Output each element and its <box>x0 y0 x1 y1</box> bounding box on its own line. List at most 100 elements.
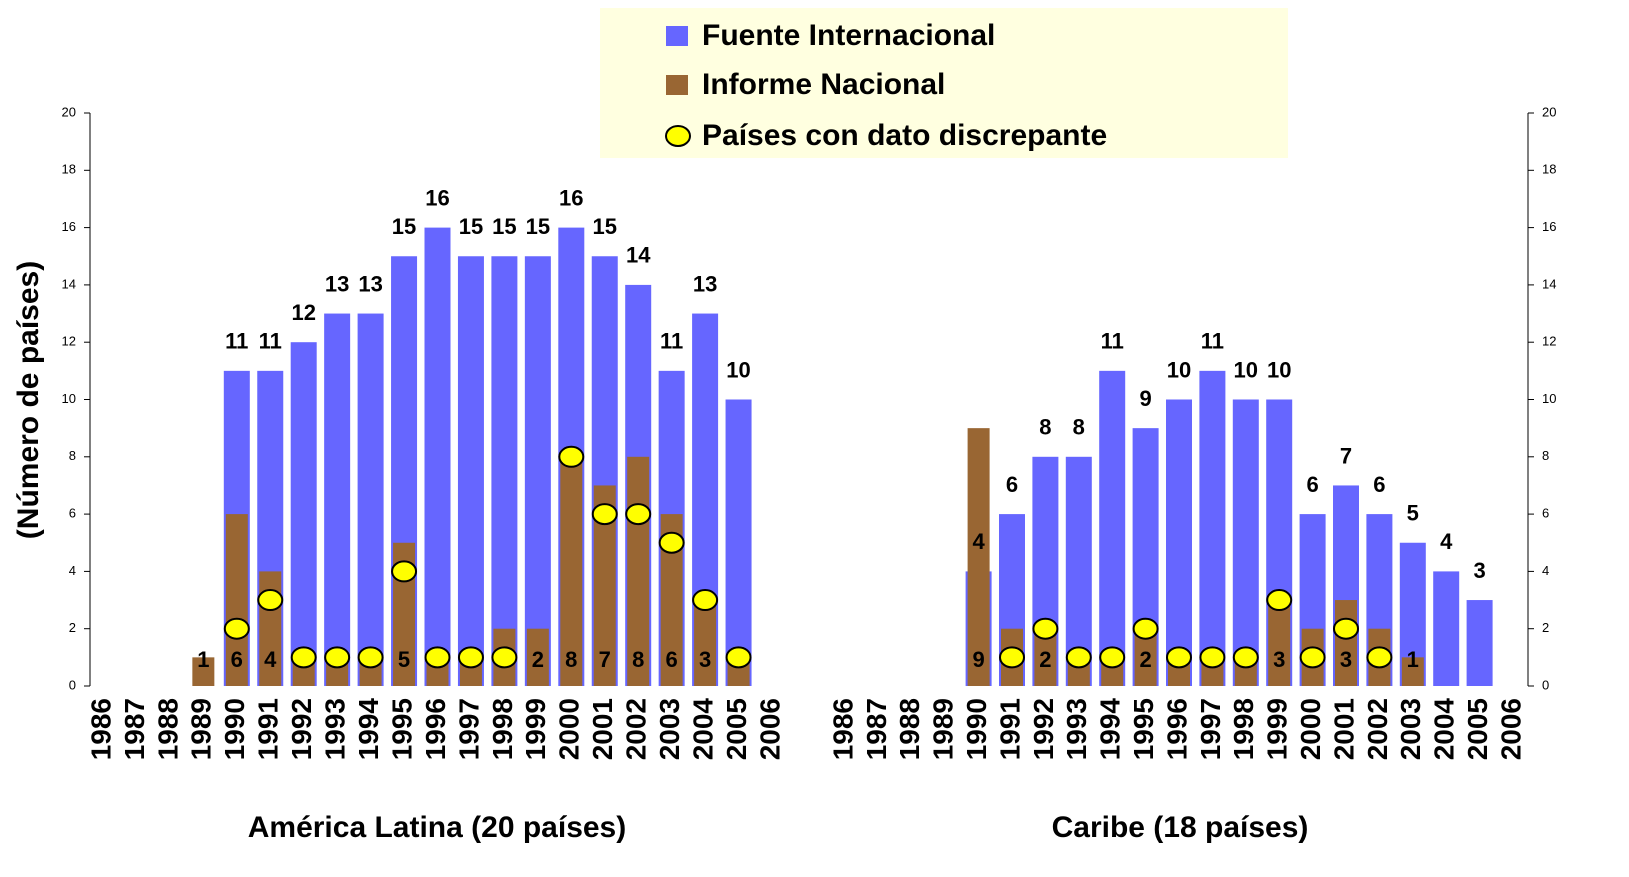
x-tick-label: 2001 <box>587 698 618 760</box>
x-tick-label: 1991 <box>253 698 284 760</box>
y-tick-label: 16 <box>1542 219 1556 234</box>
y-tick-label: 6 <box>1542 506 1549 521</box>
y-tick-label: 8 <box>1542 448 1549 463</box>
value-label: 5 <box>398 647 410 672</box>
x-tick-label: 2004 <box>687 698 718 761</box>
x-tick-label: 2006 <box>754 698 785 760</box>
y-tick-label: 12 <box>62 334 76 349</box>
x-tick-label: 1996 <box>1161 698 1192 760</box>
value-label: 11 <box>660 329 683 354</box>
value-label: 7 <box>1340 443 1352 468</box>
y-tick-label: 10 <box>1542 391 1556 406</box>
value-label: 6 <box>231 647 243 672</box>
value-label: 8 <box>565 647 577 672</box>
y-tick-label: 16 <box>62 219 76 234</box>
value-label: 7 <box>599 647 611 672</box>
marker <box>999 646 1025 669</box>
x-tick-label: 1999 <box>520 698 551 760</box>
x-tick-label: 1999 <box>1262 698 1293 760</box>
value-label: 11 <box>1101 329 1124 354</box>
value-label: 9 <box>1139 386 1151 411</box>
value-label: 9 <box>972 647 984 672</box>
value-label: 10 <box>726 357 750 382</box>
bar <box>694 600 717 686</box>
value-label: 5 <box>1407 501 1419 526</box>
x-tick-label: 1986 <box>85 698 116 760</box>
value-label: 15 <box>392 214 416 239</box>
bar <box>524 256 551 686</box>
value-label: 4 <box>972 529 985 554</box>
x-tick-label: 2005 <box>721 698 752 760</box>
x-tick-label: 1989 <box>928 698 959 760</box>
bar <box>1401 657 1424 686</box>
y-axis-label: (Número de países) <box>12 261 45 539</box>
value-label: 13 <box>358 271 382 296</box>
marker <box>1266 589 1293 612</box>
marker <box>223 617 250 640</box>
value-label: 6 <box>1373 472 1385 497</box>
x-tick-label: 1992 <box>286 698 317 760</box>
y-tick-label: 2 <box>1542 620 1549 635</box>
marker <box>391 560 418 583</box>
y-tick-label: 0 <box>69 677 76 692</box>
marker <box>491 646 518 669</box>
y-tick-label: 20 <box>62 104 76 119</box>
bar <box>1034 628 1057 686</box>
y-tick-label: 6 <box>69 506 76 521</box>
bar <box>1199 370 1226 686</box>
x-tick-label: 1990 <box>961 698 992 760</box>
bar <box>1232 399 1259 686</box>
value-label: 15 <box>593 214 617 239</box>
x-tick-label: 1993 <box>1061 698 1092 760</box>
marker <box>692 589 719 612</box>
value-label: 13 <box>693 271 717 296</box>
bar <box>526 628 549 686</box>
x-tick-label: 1986 <box>827 698 858 760</box>
legend-label: Informe Nacional <box>702 68 945 101</box>
marker <box>625 503 652 526</box>
value-label: 3 <box>1473 558 1485 583</box>
bar <box>1134 628 1157 686</box>
value-label: 8 <box>1039 415 1051 440</box>
legend-swatch <box>666 75 688 95</box>
y-tick-label: 8 <box>69 448 76 463</box>
marker <box>725 646 752 669</box>
value-label: 15 <box>526 214 550 239</box>
value-label: 1 <box>1407 647 1419 672</box>
value-label: 13 <box>325 271 349 296</box>
marker <box>457 646 484 669</box>
y-tick-label: 4 <box>1542 563 1549 578</box>
x-tick-label: 2002 <box>1362 698 1393 760</box>
marker <box>324 646 351 669</box>
bar <box>324 313 351 686</box>
value-label: 16 <box>559 185 583 210</box>
y-tick-label: 14 <box>1542 276 1556 291</box>
y-tick-label: 18 <box>62 162 76 177</box>
value-label: 3 <box>1273 647 1285 672</box>
y-tick-label: 4 <box>69 563 76 578</box>
bar <box>225 514 248 686</box>
x-tick-label: 1995 <box>386 698 417 760</box>
value-label: 4 <box>264 647 277 672</box>
value-label: 16 <box>425 185 449 210</box>
y-tick-label: 2 <box>69 620 76 635</box>
value-label: 2 <box>1139 647 1151 672</box>
x-tick-label: 1998 <box>487 698 518 760</box>
marker <box>1366 646 1393 669</box>
bar <box>290 342 317 686</box>
value-label: 4 <box>1440 529 1453 554</box>
x-tick-label: 1987 <box>119 698 150 760</box>
value-label: 15 <box>492 214 516 239</box>
y-tick-label: 20 <box>1542 104 1556 119</box>
marker <box>257 589 284 612</box>
x-tick-label: 2004 <box>1429 698 1460 761</box>
x-tick-label: 2006 <box>1495 698 1526 760</box>
bar <box>1166 399 1192 686</box>
x-tick-label: 1990 <box>219 698 250 760</box>
y-tick-label: 0 <box>1542 677 1549 692</box>
value-label: 14 <box>626 243 651 268</box>
value-label: 11 <box>259 329 282 354</box>
bar <box>1433 571 1460 686</box>
marker <box>558 445 585 468</box>
